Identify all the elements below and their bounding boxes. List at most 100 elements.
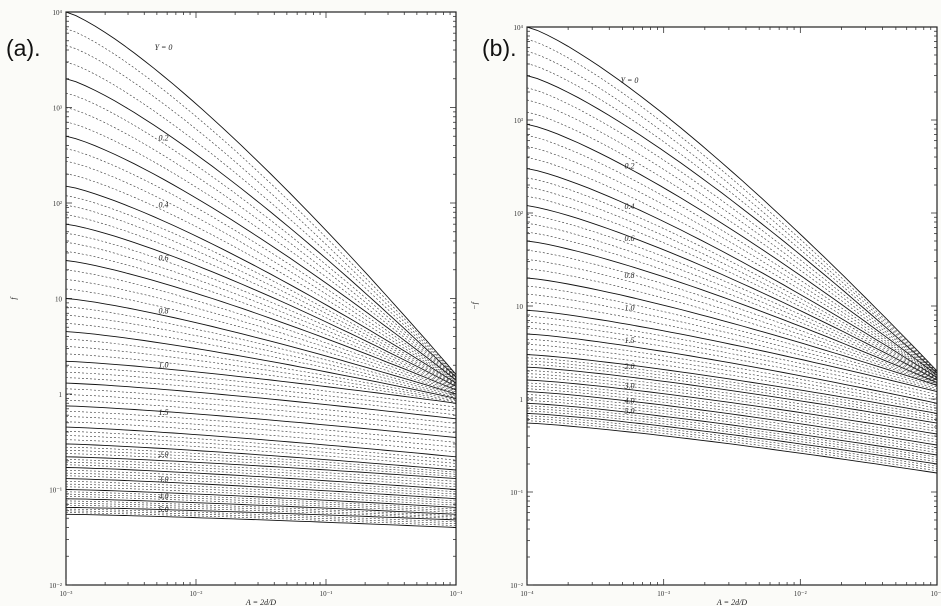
curve-dashed xyxy=(66,475,456,497)
curve-label: 1.0 xyxy=(625,303,635,312)
curve-solid xyxy=(66,331,456,399)
curve-dashed xyxy=(527,99,937,375)
curve-solid xyxy=(527,402,937,456)
y-tick-label: 10⁴ xyxy=(514,24,524,32)
curve-dashed xyxy=(66,195,456,385)
curve-label: 0.6 xyxy=(625,234,635,243)
x-axis-label: A = 2d/D xyxy=(245,598,276,606)
y-axis-label: f xyxy=(9,296,18,300)
curve-solid xyxy=(527,391,937,446)
curve-dashed xyxy=(66,173,456,383)
curve-solid xyxy=(66,426,456,458)
curve-dashed xyxy=(66,306,456,396)
x-tick-label: 10⁻² xyxy=(794,590,807,598)
curve-dashed xyxy=(66,483,456,504)
curve-solid xyxy=(527,333,937,404)
curve-dashed xyxy=(66,242,456,389)
curve-label: 3.0 xyxy=(624,381,635,390)
curve-label: 0.4 xyxy=(625,202,635,211)
curve-dashed xyxy=(66,92,456,379)
curve-label: 1.0 xyxy=(159,360,169,369)
curve-dashed xyxy=(527,301,937,391)
curve-solid xyxy=(66,360,456,404)
curve-dashed xyxy=(66,491,456,510)
curve-label: 0.2 xyxy=(159,134,169,143)
y-tick-label: 10⁻² xyxy=(49,582,62,590)
curve-dashed xyxy=(66,394,456,429)
curve-dashed xyxy=(527,338,937,407)
curve-dashed xyxy=(66,204,456,386)
curve-dashed xyxy=(527,349,937,412)
curve-dashed xyxy=(66,214,456,386)
curve-solid xyxy=(66,12,456,375)
curve-label: Y = 0 xyxy=(621,76,639,85)
curve-dashed xyxy=(527,370,937,427)
curve-dashed xyxy=(527,360,937,419)
curve-dashed xyxy=(527,344,937,409)
curve-label: 0.4 xyxy=(159,200,169,209)
plot-frame-a xyxy=(65,11,457,586)
curve-label: 1.5 xyxy=(159,408,169,417)
curve-dashed xyxy=(527,394,937,448)
curve-label: 3.0 xyxy=(158,475,169,484)
curve-dashed xyxy=(66,459,456,482)
curve-solid xyxy=(527,422,937,474)
curve-dashed xyxy=(527,321,937,398)
curve-solid xyxy=(527,354,937,414)
curve-solid xyxy=(66,489,456,508)
curve-solid xyxy=(66,135,456,381)
x-tick-label: 10⁻¹ xyxy=(931,590,941,598)
curve-dashed xyxy=(66,377,456,416)
curve-dashed xyxy=(66,500,456,516)
curve-dashed xyxy=(66,464,456,488)
curve-solid xyxy=(527,123,937,376)
curve-dashed xyxy=(66,493,456,512)
x-tick-label: 10⁻¹ xyxy=(450,590,463,598)
curve-dashed xyxy=(66,504,456,519)
curve-dashed xyxy=(66,472,456,495)
y-tick-label: 10 xyxy=(55,296,63,304)
y-tick-label: 1 xyxy=(520,396,524,404)
curve-dashed xyxy=(527,410,937,463)
curve-solid xyxy=(66,513,456,528)
curve-dashed xyxy=(66,346,456,402)
curve-solid xyxy=(527,240,937,384)
x-tick-label: 10⁻¹ xyxy=(320,590,333,598)
curve-label: 1.5 xyxy=(625,336,635,345)
curve-dashed xyxy=(527,196,937,380)
curve-dashed xyxy=(66,233,456,388)
curve-dashed xyxy=(66,470,456,493)
curve-dashed xyxy=(527,186,937,380)
curve-dashed xyxy=(66,371,456,412)
curve-dashed xyxy=(66,435,456,464)
curve-dashed xyxy=(66,45,456,377)
curve-solid xyxy=(66,223,456,387)
curve-dashed xyxy=(66,323,456,398)
curve-solid xyxy=(66,298,456,395)
curve-solid xyxy=(527,205,937,381)
curve-dashed xyxy=(66,148,456,382)
y-tick-label: 10⁴ xyxy=(53,9,63,17)
curve-dashed xyxy=(66,431,456,461)
y-tick-label: 10³ xyxy=(53,105,62,113)
curve-dashed xyxy=(66,453,456,477)
y-tick-label: 10² xyxy=(514,210,523,218)
curve-dashed xyxy=(527,382,937,438)
curve-dashed xyxy=(527,249,937,384)
y-axis-label: −f xyxy=(470,300,479,309)
curve-dashed xyxy=(66,450,456,475)
x-tick-label: 10⁻³ xyxy=(60,590,73,598)
curve-dashed xyxy=(527,420,937,472)
curve-dashed xyxy=(527,268,937,385)
curve-dashed xyxy=(66,314,456,397)
curve-solid xyxy=(66,498,456,515)
curve-dashed xyxy=(66,288,456,394)
curve-dashed xyxy=(66,446,456,473)
y-tick-label: 10² xyxy=(53,200,62,208)
curve-solid xyxy=(527,27,937,372)
curve-solid xyxy=(66,382,456,420)
curve-dashed xyxy=(527,408,937,460)
curve-label: 0.6 xyxy=(159,253,169,262)
curve-dashed xyxy=(527,87,937,374)
